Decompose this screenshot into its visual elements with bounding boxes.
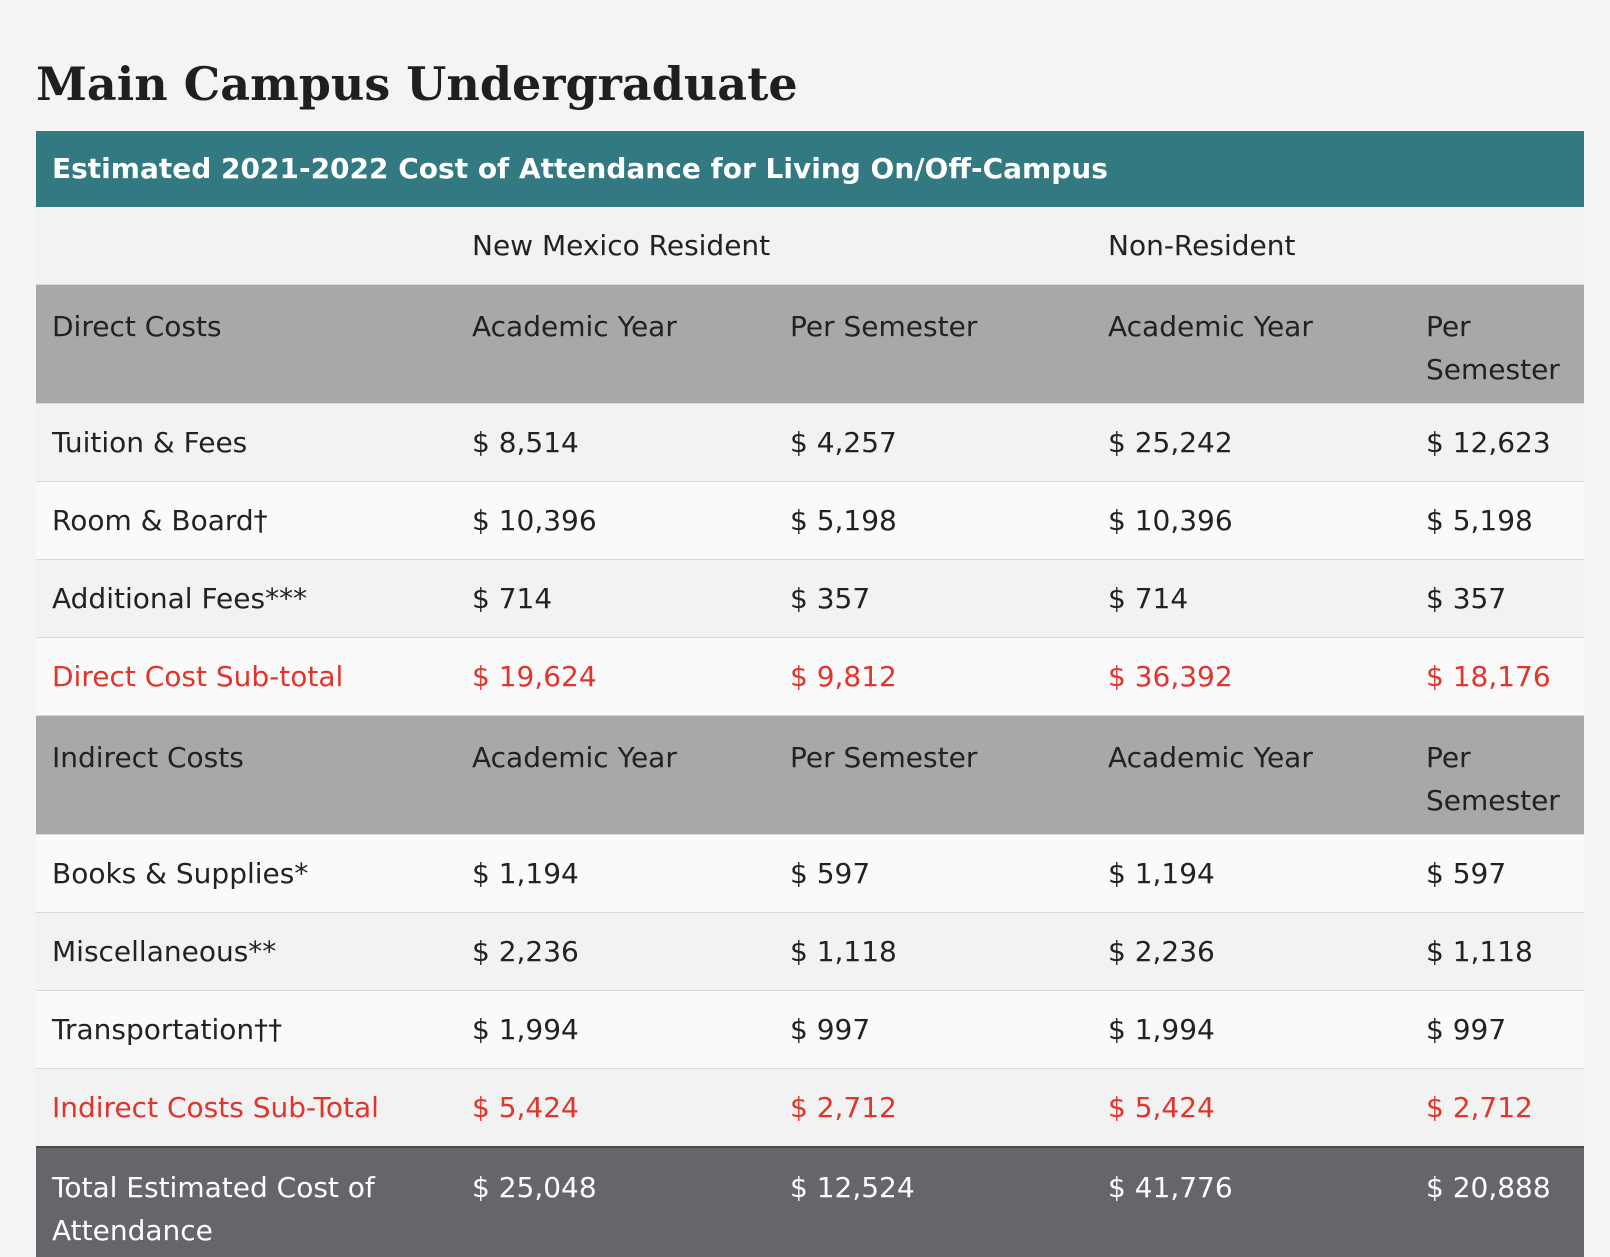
resident-header: New Mexico Resident [456,207,1092,285]
direct-subtotal-row: Direct Cost Sub-total $ 19,624 $ 9,812 $… [36,637,1585,716]
cell-value: $ 357 [1410,559,1585,638]
cell-value: $ 12,623 [1410,403,1585,482]
cell-value: $ 1,994 [1092,990,1410,1069]
subtotal-label: Direct Cost Sub-total [36,637,456,716]
cell-value: $ 597 [774,834,1092,913]
empty-cell [36,207,456,285]
residency-header-row: New Mexico Resident Non-Resident [36,207,1585,285]
header-per-semester: Per Semester [1410,284,1585,404]
subtotal-value: $ 2,712 [1410,1068,1585,1147]
cell-value: $ 4,257 [774,403,1092,482]
subtotal-value: $ 18,176 [1410,637,1585,716]
subtotal-value: $ 2,712 [774,1068,1092,1147]
table-row: Additional Fees*** $ 714 $ 357 $ 714 $ 3… [36,559,1585,638]
cell-value: $ 1,994 [456,990,774,1069]
total-value: $ 12,524 [774,1146,1092,1257]
total-row: Total Estimated Cost of Attendance $ 25,… [36,1146,1585,1257]
cell-value: $ 714 [456,559,774,638]
subtotal-value: $ 19,624 [456,637,774,716]
cell-value: $ 1,118 [1410,912,1585,991]
subtotal-value: $ 5,424 [456,1068,774,1147]
cell-value: $ 5,198 [1410,481,1585,560]
header-academic-year: Academic Year [456,715,774,835]
row-label: Miscellaneous** [36,912,456,991]
row-label: Transportation†† [36,990,456,1069]
cell-value: $ 1,194 [456,834,774,913]
page: Main Campus Undergraduate Estimated 2021… [36,0,1585,1257]
cell-value: $ 714 [1092,559,1410,638]
cost-of-attendance-table: New Mexico Resident Non-Resident Direct … [36,207,1585,1257]
row-label: Books & Supplies* [36,834,456,913]
direct-costs-label: Direct Costs [36,284,456,404]
cell-value: $ 25,242 [1092,403,1410,482]
header-per-semester: Per Semester [1410,715,1585,835]
direct-costs-header-row: Direct Costs Academic Year Per Semester … [36,284,1585,404]
cell-value: $ 997 [1410,990,1585,1069]
cell-value: $ 597 [1410,834,1585,913]
cell-value: $ 2,236 [1092,912,1410,991]
indirect-subtotal-row: Indirect Costs Sub-Total $ 5,424 $ 2,712… [36,1068,1585,1147]
header-per-semester: Per Semester [774,715,1092,835]
page-title: Main Campus Undergraduate [36,57,798,111]
total-value: $ 25,048 [456,1146,774,1257]
cell-value: $ 10,396 [456,481,774,560]
non-resident-header: Non-Resident [1092,207,1585,285]
row-label: Room & Board† [36,481,456,560]
table-row: Room & Board† $ 10,396 $ 5,198 $ 10,396 … [36,481,1585,560]
header-per-semester: Per Semester [774,284,1092,404]
table-row: Tuition & Fees $ 8,514 $ 4,257 $ 25,242 … [36,403,1585,482]
table-row: Miscellaneous** $ 2,236 $ 1,118 $ 2,236 … [36,912,1585,991]
total-value: $ 41,776 [1092,1146,1410,1257]
total-value: $ 20,888 [1410,1146,1585,1257]
header-academic-year: Academic Year [456,284,774,404]
table-row: Transportation†† $ 1,994 $ 997 $ 1,994 $… [36,990,1585,1069]
subtotal-label: Indirect Costs Sub-Total [36,1068,456,1147]
cell-value: $ 1,194 [1092,834,1410,913]
cell-value: $ 1,118 [774,912,1092,991]
indirect-costs-header-row: Indirect Costs Academic Year Per Semeste… [36,715,1585,835]
header-academic-year: Academic Year [1092,715,1410,835]
subtotal-value: $ 5,424 [1092,1068,1410,1147]
total-label: Total Estimated Cost of Attendance [36,1146,456,1257]
table-row: Books & Supplies* $ 1,194 $ 597 $ 1,194 … [36,834,1585,913]
subtotal-value: $ 9,812 [774,637,1092,716]
indirect-costs-label: Indirect Costs [36,715,456,835]
table-caption: Estimated 2021-2022 Cost of Attendance f… [36,131,1584,207]
cell-value: $ 2,236 [456,912,774,991]
row-label: Tuition & Fees [36,403,456,482]
cell-value: $ 8,514 [456,403,774,482]
cell-value: $ 357 [774,559,1092,638]
cell-value: $ 997 [774,990,1092,1069]
subtotal-value: $ 36,392 [1092,637,1410,716]
row-label: Additional Fees*** [36,559,456,638]
cell-value: $ 5,198 [774,481,1092,560]
cell-value: $ 10,396 [1092,481,1410,560]
header-academic-year: Academic Year [1092,284,1410,404]
